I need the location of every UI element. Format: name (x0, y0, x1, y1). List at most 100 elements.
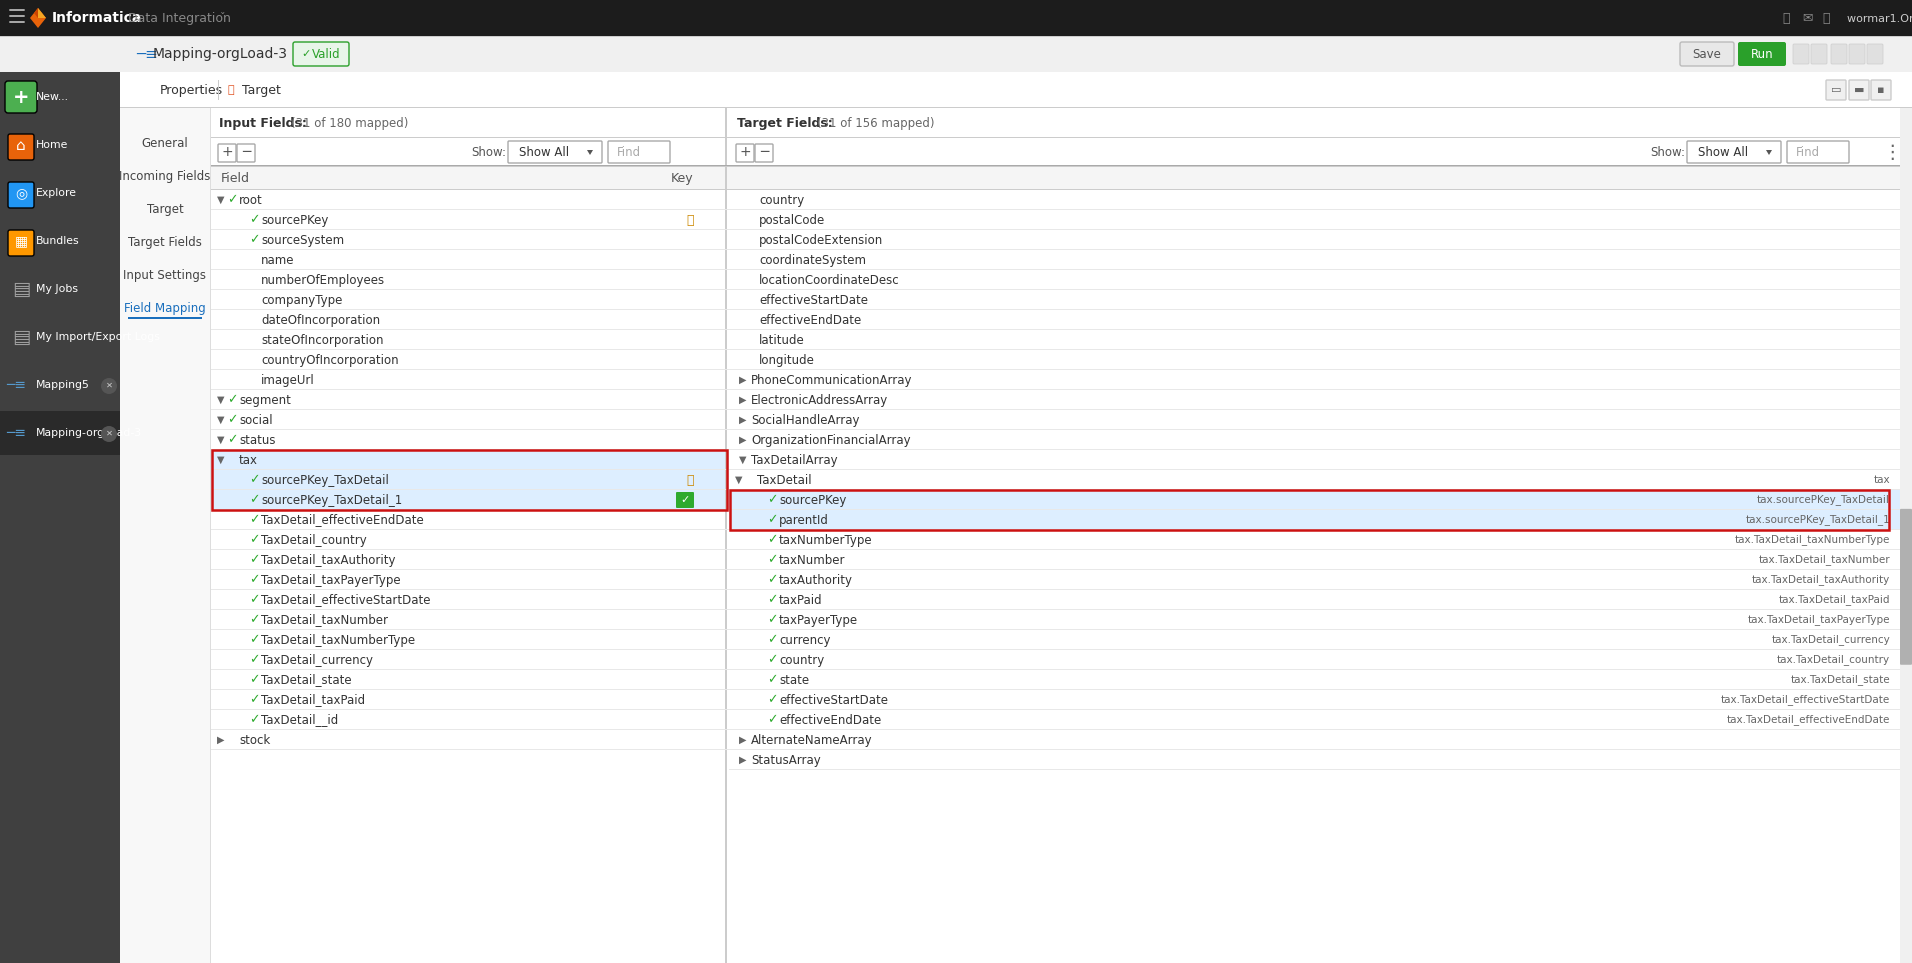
Text: My Import/Export Logs: My Import/Export Logs (36, 332, 161, 342)
FancyBboxPatch shape (1793, 44, 1809, 64)
Text: ▶: ▶ (740, 415, 746, 425)
Text: ✉: ✉ (1801, 12, 1813, 24)
Text: ▼: ▼ (216, 435, 224, 445)
FancyBboxPatch shape (509, 141, 602, 163)
Text: sourcePKey: sourcePKey (778, 493, 847, 507)
Text: Save: Save (1692, 47, 1721, 61)
Text: (31 of 180 mapped): (31 of 180 mapped) (291, 117, 409, 129)
Polygon shape (587, 150, 593, 155)
Text: wormar1.Org  ˇ: wormar1.Org ˇ (1847, 13, 1912, 23)
Text: +: + (740, 145, 751, 159)
Text: tax.TaxDetail_country: tax.TaxDetail_country (1776, 655, 1889, 665)
Bar (212, 450, 727, 510)
Text: country: country (778, 654, 824, 666)
Text: ▪: ▪ (1878, 85, 1885, 95)
Bar (210, 166, 728, 190)
Text: 🎯: 🎯 (228, 85, 235, 95)
Text: Mapping-orgLoad-3: Mapping-orgLoad-3 (36, 428, 141, 438)
Text: ✕: ✕ (105, 429, 113, 437)
Text: ✓: ✓ (249, 513, 260, 527)
Bar (120, 72, 1912, 108)
Text: ▶: ▶ (740, 375, 746, 385)
Text: Show:: Show: (1650, 145, 1684, 159)
Bar (728, 166, 1901, 190)
Text: 👤: 👤 (1822, 12, 1830, 24)
Text: ✓: ✓ (249, 634, 260, 646)
Text: TaxDetail_taxAuthority: TaxDetail_taxAuthority (262, 554, 396, 566)
Text: ─≡: ─≡ (6, 426, 27, 440)
Text: ▤: ▤ (11, 279, 31, 299)
Text: taxPayerType: taxPayerType (778, 613, 858, 627)
Text: stock: stock (239, 734, 270, 746)
FancyBboxPatch shape (736, 144, 753, 162)
FancyBboxPatch shape (101, 426, 117, 442)
Text: Key: Key (671, 171, 694, 185)
Text: ✓: ✓ (767, 554, 778, 566)
Text: dateOfIncorporation: dateOfIncorporation (262, 314, 380, 326)
Text: sourcePKey_TaxDetail_1: sourcePKey_TaxDetail_1 (262, 493, 402, 507)
Text: ✓: ✓ (249, 534, 260, 546)
Text: taxAuthority: taxAuthority (778, 574, 853, 586)
Text: TaxDetail_taxNumber: TaxDetail_taxNumber (262, 613, 388, 627)
Text: Valid: Valid (312, 47, 340, 61)
Text: Find: Find (1795, 145, 1820, 159)
FancyBboxPatch shape (1738, 42, 1786, 66)
FancyBboxPatch shape (1681, 42, 1734, 66)
Text: TaxDetail_effectiveEndDate: TaxDetail_effectiveEndDate (262, 513, 424, 527)
Text: 🔑: 🔑 (686, 214, 694, 226)
FancyBboxPatch shape (1686, 141, 1780, 163)
Text: ─: ─ (759, 145, 769, 159)
FancyBboxPatch shape (218, 144, 235, 162)
Bar (725, 108, 727, 963)
Text: TaxDetail_country: TaxDetail_country (262, 534, 367, 546)
Text: Informatica: Informatica (52, 11, 141, 25)
Text: ▭: ▭ (1832, 85, 1841, 95)
Text: Mapping-orgLoad-3: Mapping-orgLoad-3 (153, 47, 289, 61)
Text: ✓: ✓ (767, 534, 778, 546)
FancyBboxPatch shape (101, 378, 117, 394)
FancyBboxPatch shape (1849, 80, 1870, 100)
Text: taxNumber: taxNumber (778, 554, 845, 566)
Text: effectiveStartDate: effectiveStartDate (778, 693, 887, 707)
Text: Field Mapping: Field Mapping (124, 301, 206, 315)
Text: Properties: Properties (161, 84, 224, 96)
Text: ✓: ✓ (228, 194, 237, 206)
Text: TaxDetail_effectiveStartDate: TaxDetail_effectiveStartDate (262, 593, 430, 607)
Text: ✓: ✓ (767, 714, 778, 726)
Text: TaxDetail__id: TaxDetail__id (262, 714, 338, 726)
Text: tax.TaxDetail_taxPaid: tax.TaxDetail_taxPaid (1778, 594, 1889, 606)
Text: countryOfIncorporation: countryOfIncorporation (262, 353, 398, 367)
Text: ✓: ✓ (249, 554, 260, 566)
Bar (728, 510, 1901, 530)
Text: ✓: ✓ (767, 493, 778, 507)
Text: effectiveEndDate: effectiveEndDate (778, 714, 881, 726)
Text: ✓: ✓ (767, 593, 778, 607)
Bar (0, 36, 1912, 72)
Text: ✓: ✓ (767, 574, 778, 586)
Text: Target Fields: Target Fields (128, 236, 203, 248)
Text: TaxDetail_taxPaid: TaxDetail_taxPaid (262, 693, 365, 707)
Text: ✓: ✓ (228, 433, 237, 447)
Polygon shape (31, 8, 46, 28)
Text: Input Settings: Input Settings (124, 269, 206, 281)
Bar (0, 411, 120, 455)
Text: sourcePKey: sourcePKey (262, 214, 329, 226)
Text: Field: Field (222, 171, 250, 185)
Text: ▼: ▼ (216, 455, 224, 465)
Text: General: General (141, 137, 189, 149)
Text: ✓: ✓ (249, 593, 260, 607)
Bar (1901, 108, 1912, 963)
Text: ▶: ▶ (740, 755, 746, 765)
Text: ▼: ▼ (216, 395, 224, 405)
Bar (0, 0, 1912, 36)
Text: ▶: ▶ (740, 395, 746, 405)
Text: Target: Target (147, 202, 184, 216)
Text: 🔔: 🔔 (1782, 12, 1790, 24)
Bar (120, 108, 210, 963)
Text: Data Integration: Data Integration (128, 12, 231, 24)
Text: New...: New... (36, 92, 69, 102)
Text: ✓: ✓ (249, 474, 260, 486)
Text: stateOfIncorporation: stateOfIncorporation (262, 333, 384, 347)
Text: status: status (239, 433, 275, 447)
Text: coordinateSystem: coordinateSystem (759, 253, 866, 267)
